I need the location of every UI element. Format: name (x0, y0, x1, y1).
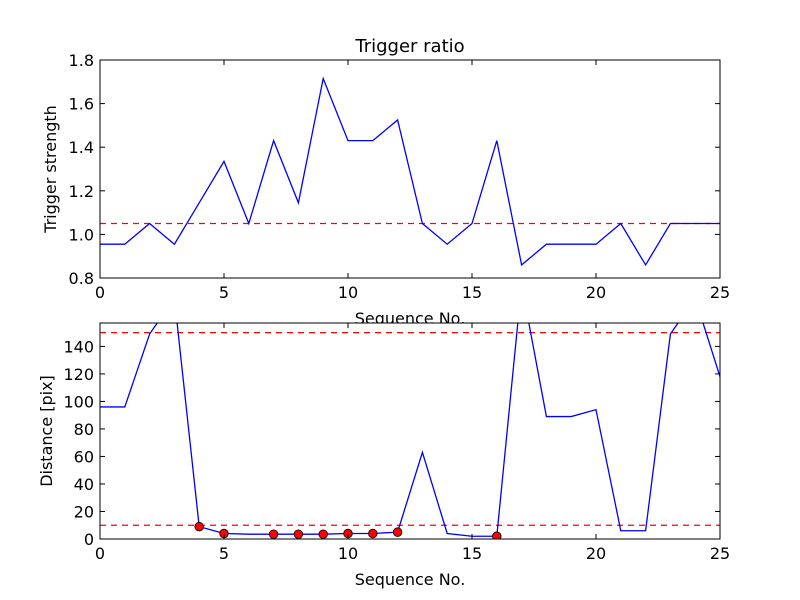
bottom-plot: 0 5 10 15 20 25 0 20 40 60 80 100 120 140 Sequence No… (37, 322, 730, 589)
bottom-x-tick-label: 10 (338, 544, 358, 563)
bottom-plot-background (100, 323, 720, 539)
bottom-y-tick-label: 100 (63, 392, 94, 411)
bottom-x-tick-label: 20 (586, 544, 606, 563)
top-x-tick-label: 5 (219, 283, 229, 302)
top-x-tick-label: 15 (462, 283, 482, 302)
top-y-tick-label: 1.8 (69, 51, 94, 70)
top-y-tick-label: 1.2 (69, 182, 94, 201)
top-y-tick-label: 0.8 (69, 269, 94, 288)
top-series-line-0 (100, 76, 720, 267)
top-y-tick-label: 1.4 (69, 138, 94, 157)
top-x-tick-label: 25 (710, 283, 730, 302)
bottom-y-axis-title: Distance [pix] (37, 375, 56, 487)
top-plot: Trigger ratio 0 5 10 15 20 25 0.8 1.0 1.2 1.4 1.6 1… (41, 36, 730, 328)
bottom-x-tick-label: 25 (710, 544, 730, 563)
bottom-marker-point (392, 527, 403, 537)
bottom-marker-point (318, 529, 328, 539)
top-x-tick-label: 20 (586, 283, 606, 302)
top-x-tick-label: 10 (338, 283, 358, 302)
bottom-y-tick-label: 0 (84, 530, 94, 549)
bottom-marker-point (194, 521, 204, 532)
top-y-tick-label: 1.0 (69, 225, 94, 244)
bottom-x-tick-label: 15 (462, 544, 482, 563)
bottom-marker-point (368, 528, 378, 539)
bottom-y-tick-label: 60 (74, 447, 94, 466)
top-y-axis-title: Trigger strength (41, 105, 60, 234)
bottom-x-axis-title: Sequence No. (355, 570, 466, 589)
top-x-tick-label: 0 (95, 283, 105, 302)
bottom-y-tick-label: 80 (74, 420, 94, 439)
bottom-x-tick-label: 5 (219, 544, 229, 563)
bottom-y-tick-label: 140 (63, 337, 94, 356)
top-plot-frame (99, 59, 721, 279)
chart-title: Trigger ratio (354, 36, 464, 57)
bottom-y-tick-label: 120 (63, 365, 94, 384)
top-y-tick-label: 1.6 (69, 95, 94, 114)
bottom-plot-frame (99, 322, 721, 540)
bottom-marker-point (268, 529, 279, 539)
bottom-marker-point (293, 529, 304, 539)
bottom-y-tick-label: 40 (74, 475, 94, 494)
bottom-marker-point (492, 531, 502, 539)
bottom-x-tick-label: 0 (95, 544, 105, 563)
bottom-y-tick-label: 20 (74, 502, 94, 521)
